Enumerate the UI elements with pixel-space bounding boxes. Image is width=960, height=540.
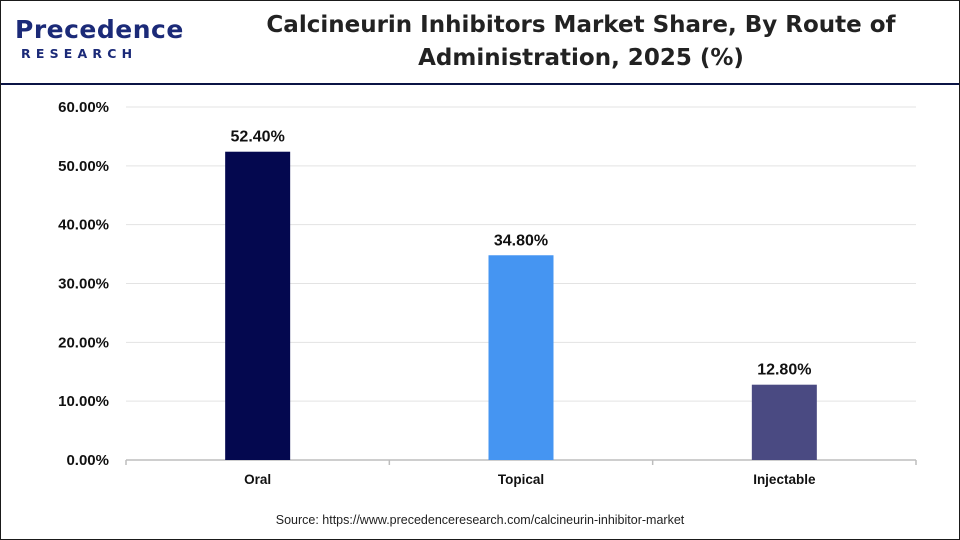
- x-tick-label: Injectable: [753, 472, 816, 487]
- chart-title-line-2: Administration, 2025 (%): [418, 45, 744, 71]
- y-tick-label: 20.00%: [58, 334, 109, 351]
- y-tick-label: 40.00%: [58, 217, 109, 234]
- data-label: 34.80%: [494, 232, 548, 249]
- bar-chart: 0.00% 10.00% 20.00% 30.00% 40.00% 50.00% 60.00…: [58, 99, 917, 487]
- x-tick-label: Topical: [498, 472, 544, 487]
- y-tick-label: 50.00%: [58, 158, 109, 175]
- data-label: 12.80%: [757, 362, 811, 379]
- logo-wordmark: Precedence: [15, 15, 184, 44]
- y-tick-label: 0.00%: [66, 452, 109, 469]
- bar: [225, 151, 291, 461]
- source-note: Source: https://www.precedenceresearch.c…: [275, 513, 685, 527]
- chart-title-line-1: Calcineurin Inhibitors Market Share, By …: [266, 12, 896, 38]
- x-tick-label: Oral: [244, 472, 271, 487]
- y-tick-label: 60.00%: [58, 99, 109, 116]
- brand-logo: Precedence RESEARCH: [15, 15, 183, 65]
- header: Precedence RESEARCH Calcineurin Inhibito…: [1, 1, 959, 85]
- y-tick-label: 30.00%: [58, 276, 109, 293]
- chart-title: Calcineurin Inhibitors Market Share, By …: [221, 9, 941, 75]
- data-label: 52.40%: [231, 129, 285, 146]
- bar: [751, 384, 817, 460]
- bar: [488, 255, 554, 460]
- y-tick-label: 10.00%: [58, 393, 109, 410]
- logo-subtitle: RESEARCH: [21, 46, 138, 61]
